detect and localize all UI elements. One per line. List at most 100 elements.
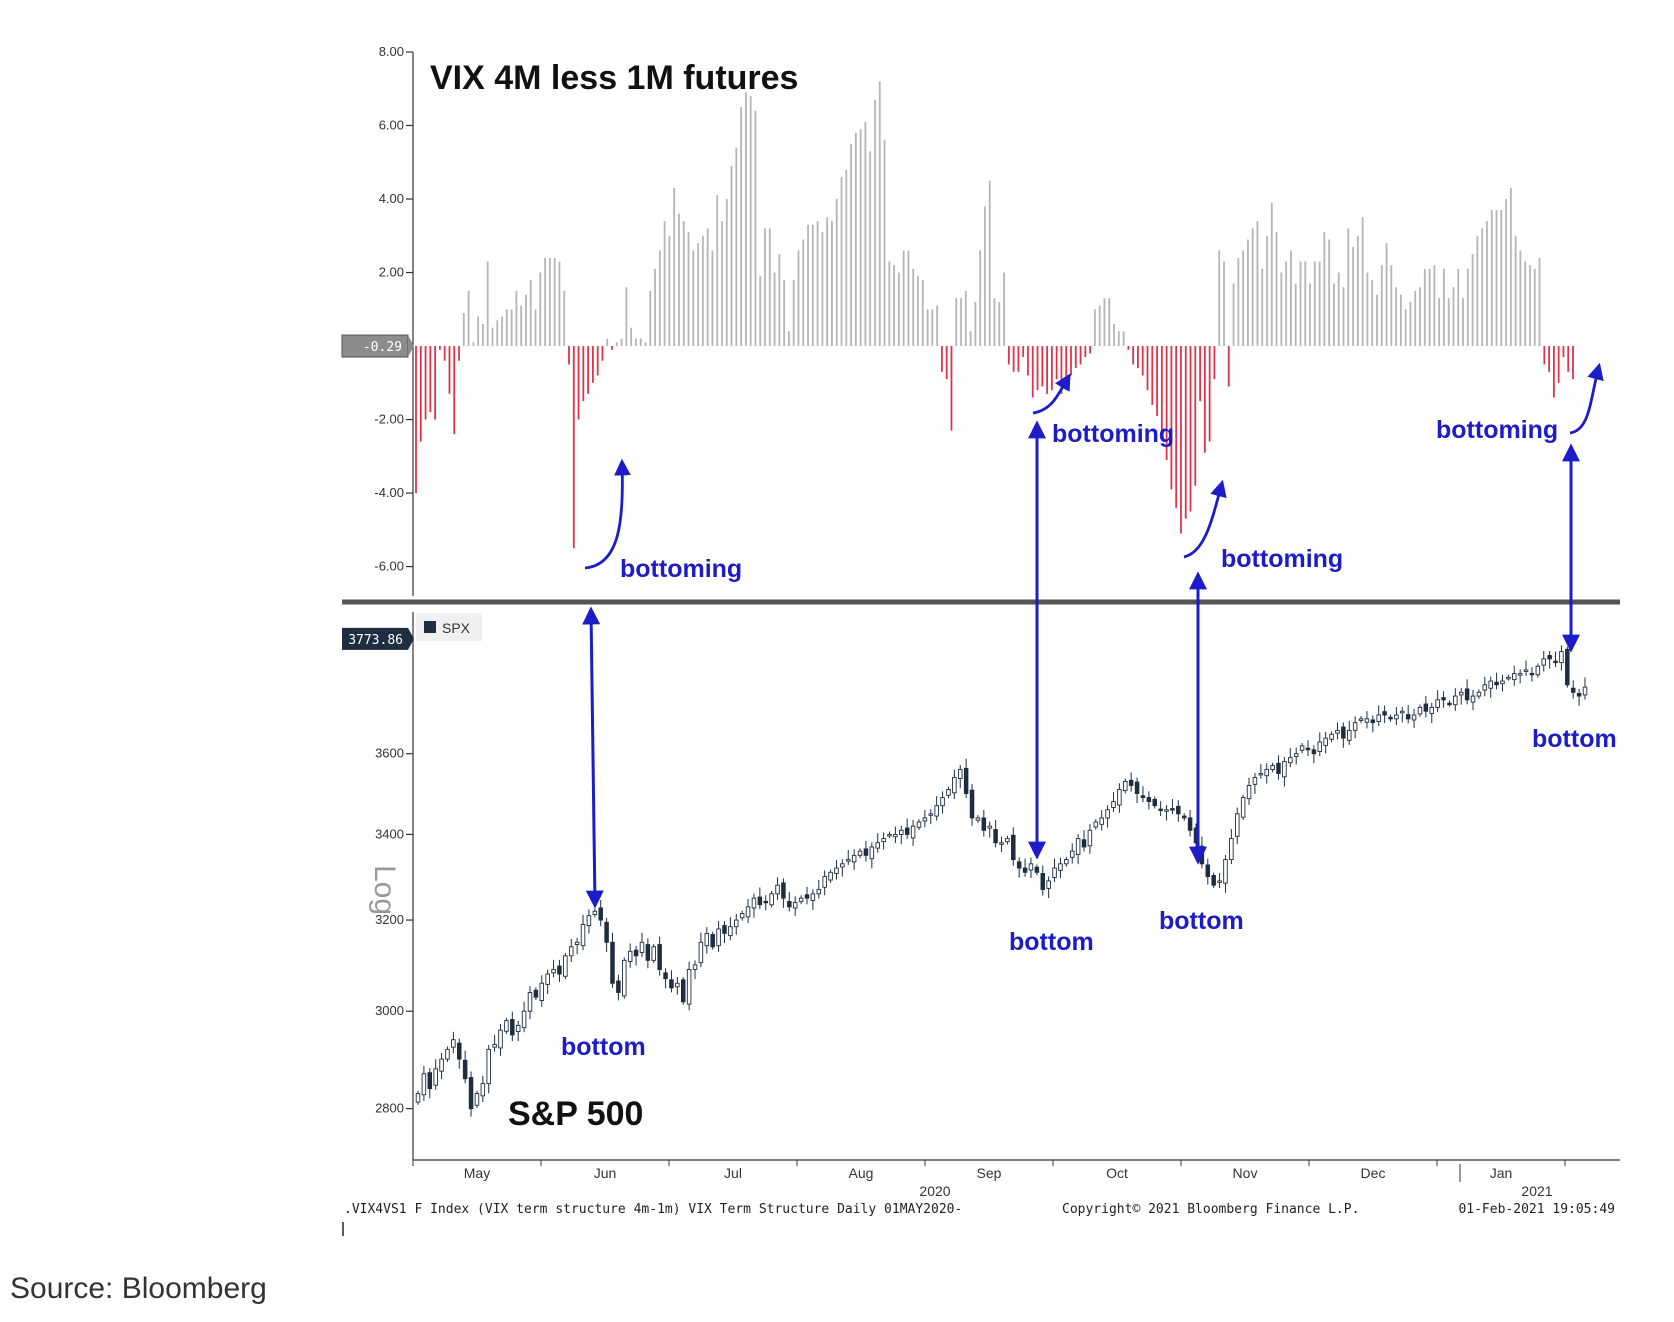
annotations: bottoming bottoming bottoming bottoming bott… <box>561 362 1617 1061</box>
spx-y-tick-label: 3000 <box>375 1003 404 1018</box>
spx-candle-body <box>1117 789 1122 806</box>
spx-candle-body <box>710 934 715 948</box>
vix-panel: 8.006.004.002.000.00-2.00-4.00-6.00-0.29 <box>341 44 1574 596</box>
spx-candle-body <box>893 833 898 838</box>
spx-candle-body <box>1246 785 1252 800</box>
spx-candle-body <box>816 889 822 895</box>
spx-candle-body <box>1341 726 1346 739</box>
spx-candle-body <box>1040 873 1046 890</box>
spx-candle-body <box>1052 867 1057 878</box>
spx-candle-body <box>704 932 710 947</box>
spx-candle-body <box>1352 722 1358 731</box>
spx-candle-body <box>922 817 928 822</box>
spx-candle-body <box>1435 699 1440 708</box>
spx-candle-body <box>692 964 698 970</box>
spx-candle-body <box>551 969 556 974</box>
spx-candle-body <box>563 955 568 977</box>
spx-candle-body <box>1364 718 1370 723</box>
spx-candle-body <box>840 863 845 868</box>
spx-x-year-label: 2020 <box>919 1183 950 1199</box>
spx-candle-body <box>1517 673 1523 676</box>
spx-candle-body <box>999 842 1004 845</box>
spx-candle-body <box>1140 795 1146 798</box>
spx-candle-body <box>904 827 910 835</box>
spx-candle-body <box>1512 673 1517 681</box>
spx-candle-body <box>545 973 550 985</box>
spx-candle-body <box>1276 762 1281 774</box>
spx-candle-body <box>1011 834 1016 861</box>
spx-candle-body <box>1240 797 1246 818</box>
spx-candle-body <box>946 789 951 796</box>
bottom-label: bottom <box>1532 725 1617 753</box>
spx-candle-body <box>1164 809 1169 812</box>
spx-candle-body <box>1069 850 1075 858</box>
spx-candle-body <box>574 941 580 945</box>
spx-candle-body <box>610 941 615 984</box>
spx-y-tick-label: 3200 <box>375 912 404 927</box>
spx-candle-body <box>1488 680 1493 689</box>
spx-candle-body <box>1235 813 1240 837</box>
spx-candle-body <box>1417 706 1423 715</box>
source-caption: Source: Bloomberg <box>10 1272 267 1305</box>
spx-candle-body <box>716 928 721 947</box>
spx-candle-body <box>1529 672 1535 676</box>
spx-x-year-label: 2021 <box>1521 1183 1552 1199</box>
spx-candle-body <box>834 867 839 874</box>
spx-candle-body <box>1270 765 1275 770</box>
spx-candle-body <box>969 789 975 819</box>
spx-candle-body <box>1329 733 1334 740</box>
footer-timestamp: 01-Feb-2021 19:05:49 <box>1458 1202 1615 1217</box>
spx-candle-body <box>492 1044 497 1048</box>
spx-candle-body <box>1482 684 1488 691</box>
spx-candle-body <box>451 1039 456 1048</box>
spx-candle-body <box>963 767 969 794</box>
spx-candle-body <box>822 876 827 888</box>
bottoming-label: bottoming <box>620 555 742 583</box>
spx-candle-body <box>1293 753 1299 757</box>
spx-candle-body <box>1022 867 1028 873</box>
spx-candle-body <box>1081 839 1087 848</box>
spx-candle-body <box>1187 817 1193 831</box>
spx-candle-body <box>775 884 780 895</box>
bottoming-label: bottoming <box>1436 416 1558 444</box>
spx-candle-body <box>981 817 987 831</box>
spx-candle-body <box>1134 781 1140 794</box>
spx-candle-body <box>734 919 739 928</box>
spx-candle-body <box>846 859 851 862</box>
spx-candle-body <box>875 842 880 849</box>
spx-candle-body <box>486 1048 491 1085</box>
bottom-label: bottom <box>1159 907 1244 935</box>
spx-candle-body <box>1058 863 1063 871</box>
spx-candle-body <box>1370 719 1376 724</box>
spx-candle-body <box>916 821 922 828</box>
spx-candle-body <box>1028 863 1034 871</box>
spx-last-value-pointer <box>408 627 414 650</box>
spx-candle-body <box>663 972 668 980</box>
spx-candle-body <box>698 941 704 964</box>
spx-candle-body <box>533 989 539 998</box>
spx-candle-body <box>427 1072 433 1090</box>
spx-x-tick-label: Nov <box>1233 1165 1258 1181</box>
vix-y-tick-label: -4.00 <box>374 485 404 500</box>
spx-candle-body <box>686 969 692 1005</box>
spx-candle-body <box>1346 729 1352 741</box>
spx-candle-body <box>787 901 792 908</box>
spx-candle-body <box>1016 861 1022 869</box>
footer-copyright: Copyright© 2021 Bloomberg Finance L.P. <box>1062 1202 1359 1217</box>
spx-candle-body <box>957 769 963 780</box>
spx-y-tick-label: 2800 <box>375 1101 404 1116</box>
spx-candle-body <box>1146 797 1152 803</box>
spx-candle-body <box>869 846 875 860</box>
spx-candle-body <box>592 910 598 915</box>
spx-candle-body <box>910 825 916 839</box>
spx-x-tick-label: Oct <box>1106 1165 1128 1181</box>
vix-last-value-label: -0.29 <box>363 340 402 355</box>
spx-candle-body <box>1252 777 1258 785</box>
spx-candle-body <box>510 1019 515 1036</box>
spx-candle-body <box>1034 866 1040 873</box>
spx-candle-body <box>1423 703 1429 712</box>
spx-candle-body <box>616 980 621 993</box>
spx-candle-body <box>645 944 651 961</box>
spx-candle-body <box>1229 838 1234 861</box>
